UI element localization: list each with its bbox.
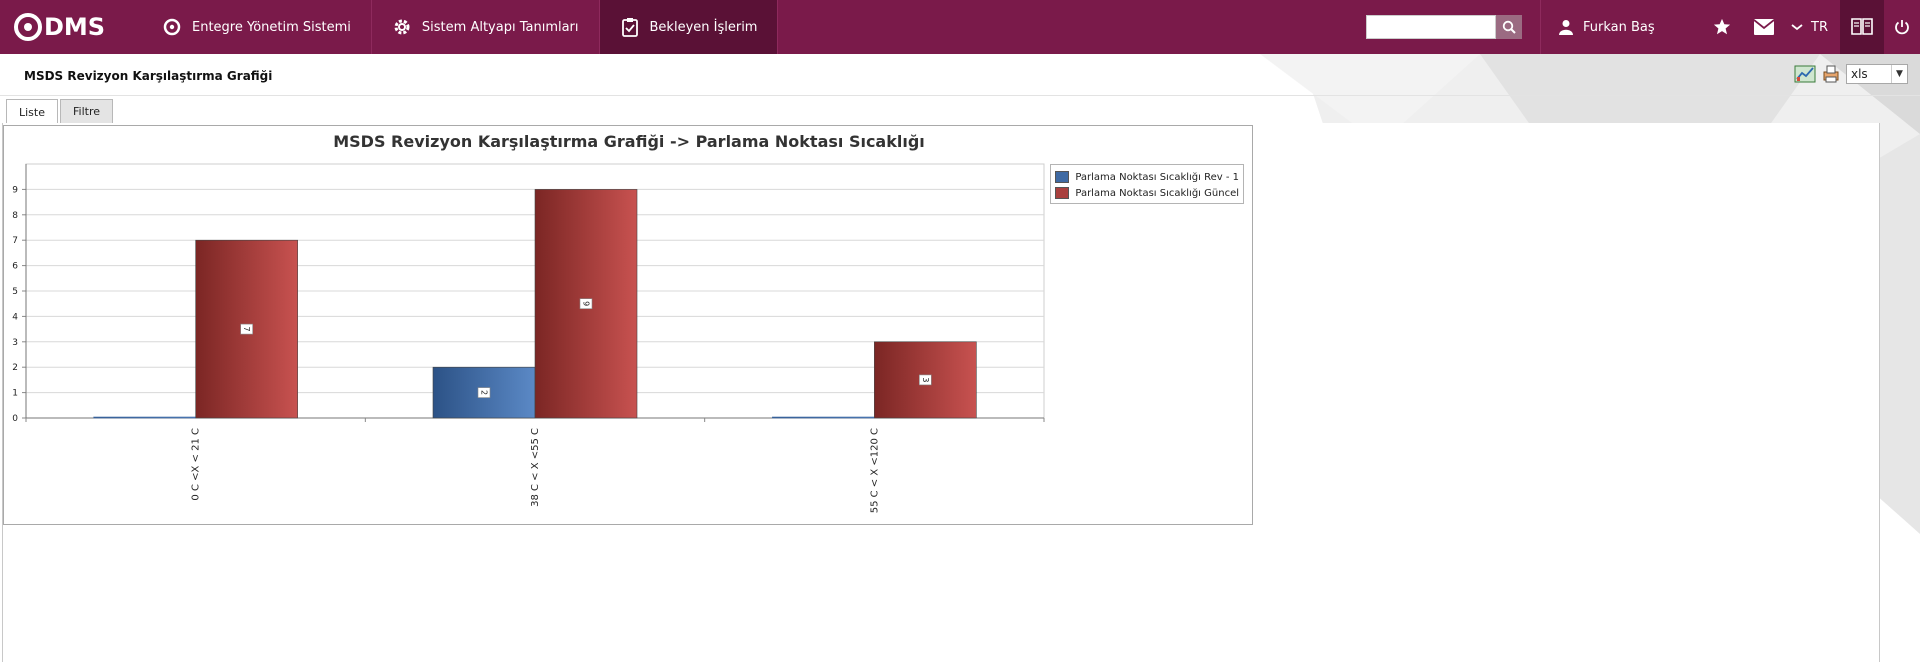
data-label: 9 [582,301,591,306]
y-tick-label: 7 [12,236,18,246]
export-toolbar: xls ▼ [1794,63,1908,85]
power-icon [1895,20,1909,35]
tab-label: Filtre [73,105,101,118]
dms-logo[interactable]: DMS [0,0,142,54]
nav-entegre-yonetim-sistemi[interactable]: Entegre Yönetim Sistemi [142,0,372,54]
chart-legend: Parlama Noktası Sıcaklığı Rev - 1 Parlam… [1050,164,1244,204]
legend-swatch [1055,187,1070,199]
user-menu[interactable]: Furkan Baş [1541,0,1701,54]
tab-strip: Liste Filtre [6,99,115,124]
legend-label: Parlama Noktası Sıcaklığı Rev - 1 [1075,171,1239,183]
search-icon [1502,20,1516,34]
chevron-down-icon [1791,23,1803,31]
header-divider [0,95,1920,96]
data-label: 2 [480,390,489,395]
y-tick-label: 5 [12,287,18,297]
chevron-down-icon: ▼ [1891,65,1907,83]
help-manual-button[interactable] [1840,0,1884,54]
legend-item-guncel: Parlama Noktası Sıcaklığı Güncel [1055,185,1239,201]
language-code: TR [1811,19,1828,35]
clipboard-icon [620,17,640,37]
export-format-value: xls [1851,67,1868,81]
chart-image-icon [1794,65,1816,83]
y-tick-label: 0 [12,414,18,424]
favorites-button[interactable] [1701,0,1743,54]
data-label-box [579,298,593,309]
chart-plot-area: 0 1 2 3 4 5 6 7 8 9 7 0 C <X < 21 C 2 9 38 C < X <55 C… [12,163,1045,513]
divider [1540,0,1542,54]
data-label: 3 [921,377,930,382]
chart-title: MSDS Revizyon Karşılaştırma Grafiği -> P… [333,132,925,151]
data-label-box [240,323,253,335]
tab-filtre[interactable]: Filtre [60,99,114,123]
printer-export-icon [1823,65,1839,83]
nav-label: Sistem Altyapı Tanımları [421,19,579,35]
page-title: MSDS Revizyon Karşılaştırma Grafiği [24,69,273,83]
x-category-label: 55 C < X <120 C [869,428,880,513]
y-tick-label: 8 [12,211,18,221]
language-selector[interactable]: TR [1785,20,1840,35]
y-tick-label: 1 [12,389,18,399]
star-icon [1713,18,1731,35]
logo-text: DMS [44,13,106,41]
nav-label: Bekleyen İşlerim [649,19,758,35]
y-tick-label: 4 [12,312,18,322]
x-category-label: 0 C <X < 21 C [191,428,202,501]
data-label: 7 [242,327,251,332]
nav-sistem-altyapi-tanimlari[interactable]: Sistem Altyapı Tanımları [372,0,600,54]
top-navigation-bar: DMS Entegre Yönetim Sistemi Sistem Altya… [0,0,1920,54]
search-button[interactable] [1496,15,1523,39]
search-input[interactable] [1366,15,1497,39]
bar [772,416,875,419]
q-logo-icon [162,17,182,37]
book-icon [1851,18,1873,35]
chart-export-button[interactable] [1794,63,1816,85]
data-label-box [477,387,491,398]
envelope-icon [1754,19,1775,35]
messages-button[interactable] [1743,0,1785,54]
nav-bekleyen-islerim[interactable]: Bekleyen İşlerim [599,0,779,54]
legend-item-rev1: Parlama Noktası Sıcaklığı Rev - 1 [1055,169,1239,185]
gear-icon [392,17,412,37]
y-tick-label: 6 [12,262,18,272]
bar [93,416,196,419]
y-tick-label: 3 [12,338,18,348]
nav-label: Entegre Yönetim Sistemi [192,19,351,35]
y-tick-label: 2 [12,363,18,373]
tab-liste[interactable]: Liste [6,99,58,124]
q-logo-mark [14,13,42,41]
y-tick-label: 9 [12,185,18,195]
user-name: Furkan Baş [1583,19,1655,35]
export-format-select[interactable]: xls ▼ [1846,64,1908,84]
data-label-box [919,374,932,386]
bar-chart: MSDS Revizyon Karşılaştırma Grafiği -> P… [3,125,1253,525]
tab-label: Liste [19,105,45,119]
user-icon [1559,19,1574,35]
export-button[interactable] [1820,63,1842,85]
legend-swatch [1055,171,1070,183]
logout-button[interactable] [1884,0,1920,54]
x-category-label: 38 C < X <55 C [530,428,541,507]
legend-label: Parlama Noktası Sıcaklığı Güncel [1075,187,1239,199]
